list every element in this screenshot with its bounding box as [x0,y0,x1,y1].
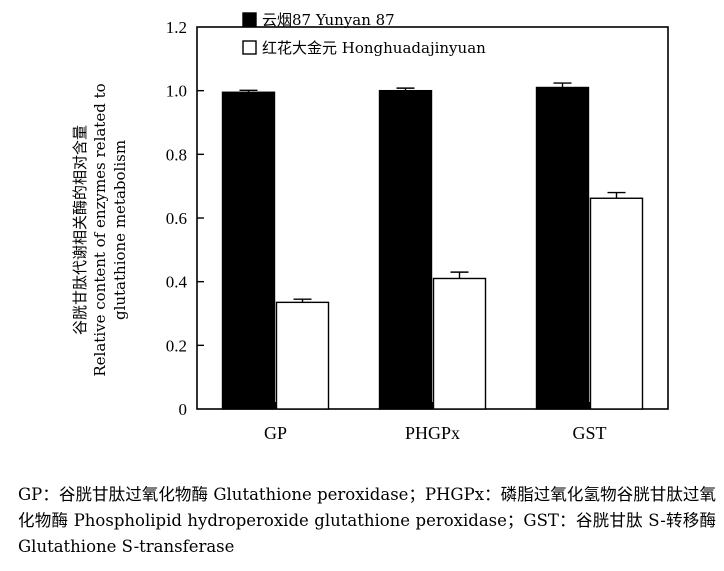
x-tick-label: GP [264,423,287,443]
y-tick-label: 0 [179,400,188,419]
legend-swatch-series-1 [242,12,257,27]
bar-phgpx-series-1 [378,89,433,410]
y-axis-label-en-line2: glutathione metabolism [111,140,129,320]
y-tick-label: 0.6 [166,209,187,228]
y-tick-label: 0.2 [166,336,187,355]
legend-swatch-series-2 [242,40,257,55]
legend-label-series-2: 红花大金元 Honghuadajinyuan [262,39,486,57]
x-tick-label: GST [572,423,606,443]
y-axis-label-en-line1: Relative content of enzymes related to [91,83,109,376]
bar-gp-series-1 [221,91,276,410]
plot-area: 0 0.2 0.4 0.6 0.8 1.0 1.2 GP PHGPx GST [166,18,669,443]
bar-gst-series-1 [535,86,590,410]
bar-phgpx-series-2 [432,277,487,410]
legend: 云烟87 Yunyan 87 红花大金元 Honghuadajinyuan [242,11,486,57]
y-axis-label-cn: 谷胱甘肽代谢相关酶的相对含量 [71,125,89,335]
y-tick-label: 0.4 [166,273,188,292]
y-tick-label: 1.0 [166,82,187,101]
figure-caption: GP：谷胱甘肽过氧化物酶 Glutathione peroxidase；PHGP… [18,485,716,556]
y-tick-label: 0.8 [166,145,187,164]
x-tick-label: PHGPx [405,423,460,443]
y-tick-label: 1.2 [166,18,187,37]
bar-chart: 0 0.2 0.4 0.6 0.8 1.0 1.2 GP PHGPx GST 云烟87 Yunya… [71,11,669,443]
legend-label-series-1: 云烟87 Yunyan 87 [262,11,395,29]
y-axis-title: 谷胱甘肽代谢相关酶的相对含量 Relative content of enzym… [71,83,129,376]
bar-gp-series-2 [275,301,330,410]
bar-gst-series-2 [589,197,644,410]
